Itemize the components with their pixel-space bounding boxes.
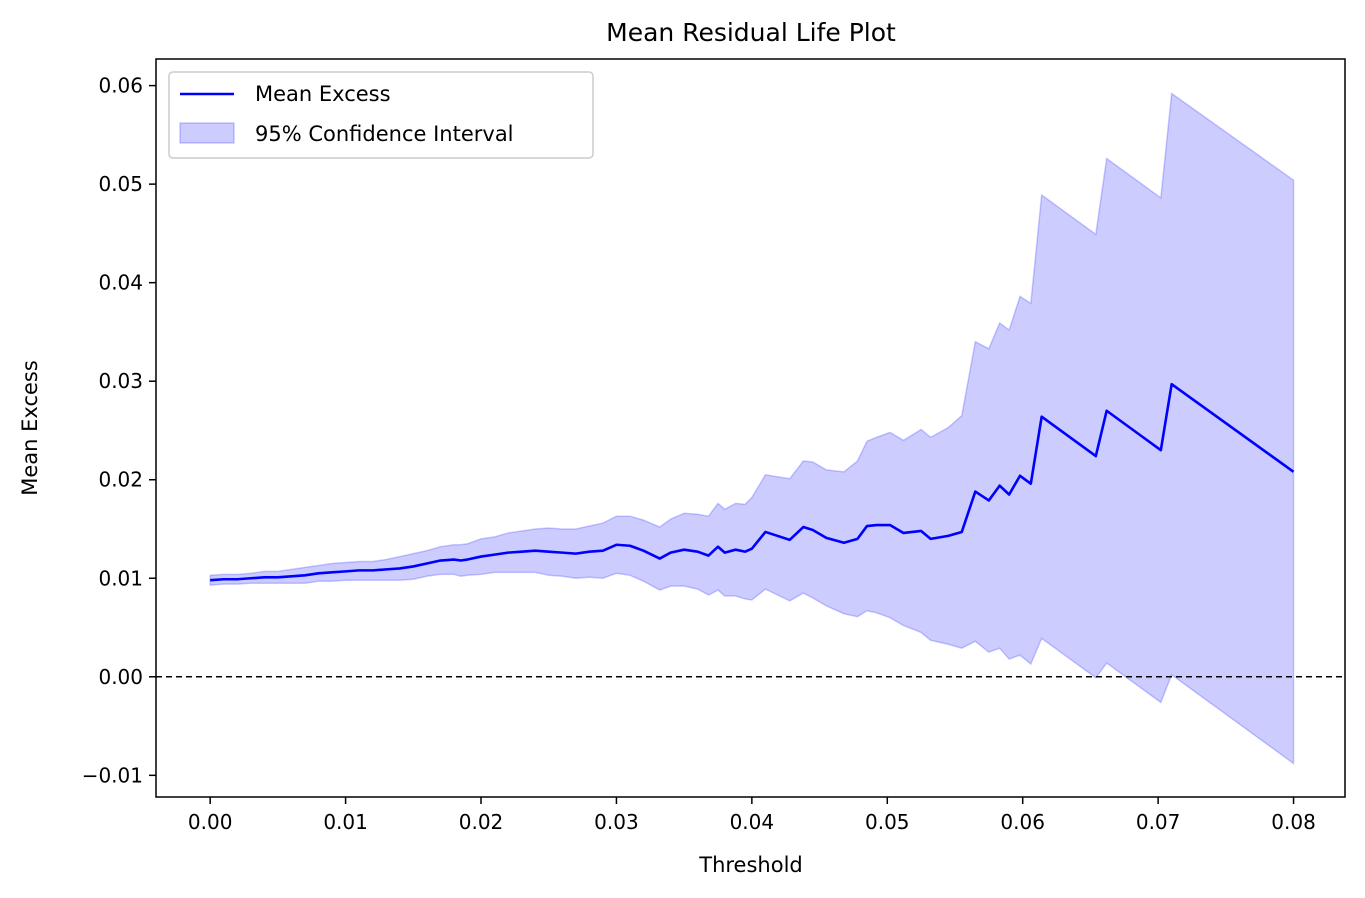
x-tick-label: 0.03	[594, 810, 639, 834]
x-tick-label: 0.04	[730, 810, 775, 834]
x-tick-label: 0.00	[188, 810, 233, 834]
x-tick-label: 0.01	[323, 810, 368, 834]
y-tick-label: 0.01	[98, 566, 143, 590]
chart-title: Mean Residual Life Plot	[606, 18, 896, 47]
legend-box	[168, 71, 594, 159]
x-tick-label: 0.08	[1271, 810, 1316, 834]
y-tick-label: −0.01	[82, 763, 143, 787]
y-tick-label: 0.05	[98, 172, 143, 196]
y-tick-label: 0.06	[98, 74, 143, 98]
y-tick-label: 0.02	[98, 468, 143, 492]
x-axis-title: Threshold	[698, 853, 803, 877]
mean-excess-line	[210, 382, 1295, 582]
legend-label-mean-excess: Mean Excess	[255, 82, 391, 106]
plot-area	[156, 92, 1345, 765]
y-tick-label: 0.03	[98, 369, 143, 393]
x-tick-label: 0.07	[1136, 810, 1181, 834]
legend-swatch-confidence-interval	[179, 122, 235, 144]
x-tick-label: 0.06	[1000, 810, 1045, 834]
legend-label-confidence-interval: 95% Confidence Interval	[255, 122, 514, 146]
confidence-interval-band	[209, 92, 1295, 765]
legend: Mean Excess 95% Confidence Interval	[168, 71, 594, 159]
y-axis-title: Mean Excess	[18, 360, 42, 496]
axes-frame	[155, 58, 1346, 798]
x-tick-label: 0.02	[459, 810, 504, 834]
y-tick-label: 0.04	[98, 271, 143, 295]
y-tick-label: 0.00	[98, 665, 143, 689]
x-axis-ticks: 0.00 0.01 0.02 0.03 0.04 0.05 0.06 0.07 0.08	[188, 797, 1316, 834]
x-tick-label: 0.05	[865, 810, 910, 834]
y-axis-ticks: −0.01 0.00 0.01 0.02 0.03 0.04 0.05 0.06	[82, 74, 156, 787]
